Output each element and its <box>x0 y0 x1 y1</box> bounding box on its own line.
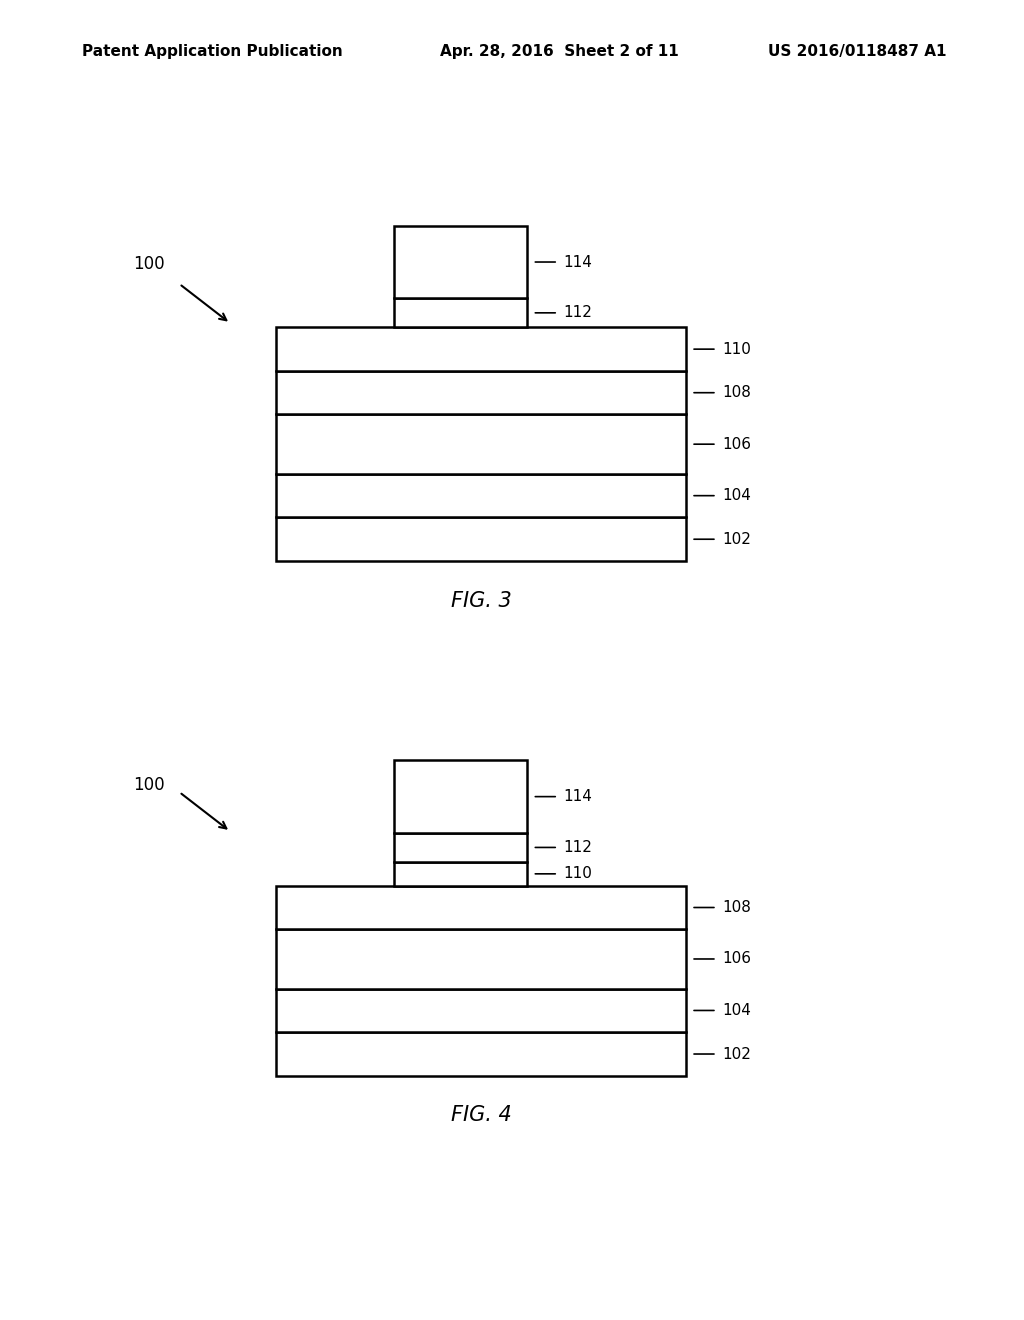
Bar <box>394 833 527 862</box>
Bar <box>276 474 686 517</box>
Text: 100: 100 <box>133 255 165 273</box>
Bar <box>394 298 527 327</box>
Bar <box>276 517 686 561</box>
Text: 108: 108 <box>722 900 751 915</box>
Text: 100: 100 <box>133 776 165 795</box>
Text: 104: 104 <box>722 1003 751 1018</box>
Text: Apr. 28, 2016  Sheet 2 of 11: Apr. 28, 2016 Sheet 2 of 11 <box>440 44 679 58</box>
Bar <box>276 327 686 371</box>
Text: 114: 114 <box>563 255 592 269</box>
Text: FIG. 3: FIG. 3 <box>451 590 512 611</box>
Bar <box>276 989 686 1032</box>
Text: 104: 104 <box>722 488 751 503</box>
Text: 102: 102 <box>722 532 751 546</box>
Text: 114: 114 <box>563 789 592 804</box>
Bar <box>394 862 527 886</box>
Text: 110: 110 <box>563 866 592 882</box>
Bar <box>276 929 686 989</box>
Text: US 2016/0118487 A1: US 2016/0118487 A1 <box>768 44 946 58</box>
Bar <box>394 760 527 833</box>
Text: 102: 102 <box>722 1047 751 1061</box>
Text: 108: 108 <box>722 385 751 400</box>
Bar <box>276 1032 686 1076</box>
Text: 110: 110 <box>722 342 751 356</box>
Text: 106: 106 <box>722 952 751 966</box>
Bar <box>276 886 686 929</box>
Text: 112: 112 <box>563 305 592 321</box>
Text: 106: 106 <box>722 437 751 451</box>
Bar <box>394 226 527 298</box>
Bar <box>276 414 686 474</box>
Text: 112: 112 <box>563 840 592 855</box>
Text: FIG. 4: FIG. 4 <box>451 1105 512 1126</box>
Text: Patent Application Publication: Patent Application Publication <box>82 44 343 58</box>
Bar <box>276 371 686 414</box>
